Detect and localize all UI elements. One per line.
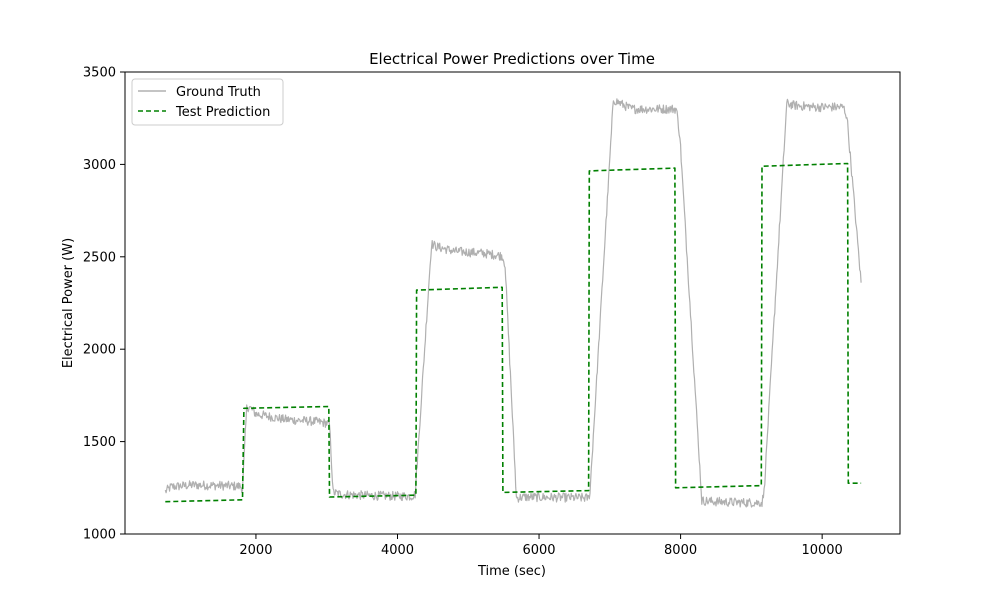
x-tick-label: 8000	[664, 543, 697, 558]
x-axis-label: Time (sec)	[477, 564, 546, 579]
plot-frame	[124, 71, 901, 535]
y-tick-label: 1000	[83, 528, 116, 543]
y-axis-ticks: 1000 1500 2000 2500 3000 3500	[83, 66, 125, 543]
y-tick-label: 3500	[83, 66, 116, 81]
series-line-test-prediction	[165, 162, 862, 503]
legend-label-test-prediction: Test Prediction	[175, 105, 270, 120]
x-tick-label: 6000	[522, 543, 555, 558]
y-tick-label: 1500	[83, 435, 116, 450]
series-layer	[164, 98, 862, 508]
legend: Ground Truth Test Prediction	[131, 78, 284, 126]
series-line-ground-truth	[164, 98, 862, 508]
chart-title: Electrical Power Predictions over Time	[369, 50, 655, 68]
x-tick-label: 4000	[381, 543, 414, 558]
legend-box	[131, 78, 284, 126]
y-tick-label: 3000	[83, 158, 116, 173]
x-tick-label: 2000	[239, 543, 272, 558]
y-tick-label: 2500	[83, 250, 116, 265]
x-axis-ticks: 2000 4000 6000 8000 10000	[239, 534, 843, 558]
x-tick-label: 10000	[801, 543, 842, 558]
y-axis-label: Electrical Power (W)	[61, 238, 76, 368]
legend-label-ground-truth: Ground Truth	[176, 85, 261, 100]
y-tick-label: 2000	[83, 343, 116, 358]
